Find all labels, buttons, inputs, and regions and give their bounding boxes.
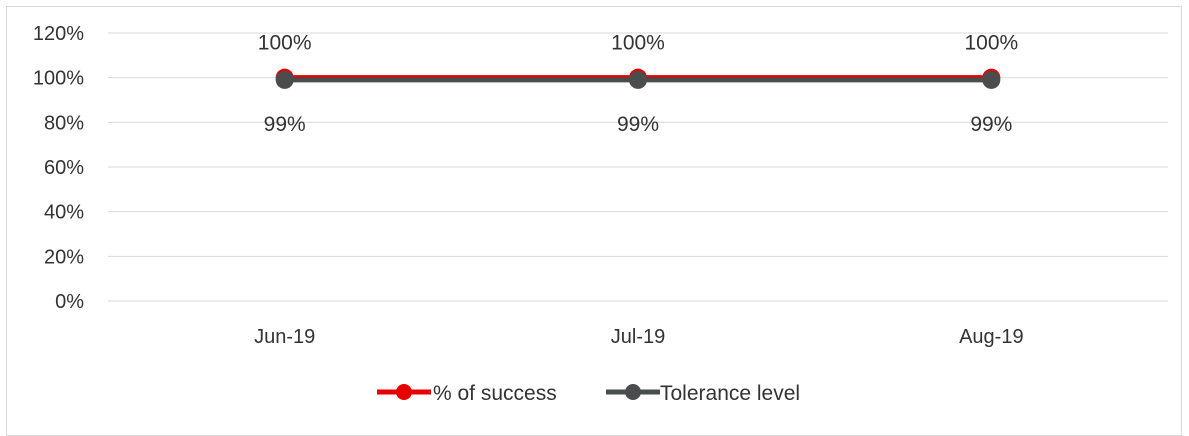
series-1-marker — [982, 70, 1001, 89]
y-axis-tick-labels: 0% 20% 40% 60% 80% 100% 120% — [33, 23, 84, 313]
legend[interactable]: % of success Tolerance level — [377, 382, 800, 405]
legend-label: % of success — [433, 382, 557, 405]
legend-marker — [396, 384, 412, 400]
y-tick-label: 120% — [33, 23, 84, 45]
line-chart: 0% 20% 40% 60% 80% 100% 120% Jun-19 Jul-19 Aug-1… — [33, 23, 1168, 405]
x-tick-label: Aug-19 — [959, 326, 1024, 348]
y-tick-label: 20% — [44, 246, 84, 268]
series-group — [275, 68, 1001, 89]
y-tick-label: 60% — [44, 157, 84, 179]
data-label: 99% — [617, 113, 659, 136]
y-tick-label: 40% — [44, 202, 84, 224]
data-label: 100% — [611, 32, 665, 55]
y-tick-label: 0% — [55, 291, 84, 313]
y-tick-label: 80% — [44, 112, 84, 134]
legend-item-1[interactable]: Tolerance level — [606, 382, 800, 405]
y-tick-label: 100% — [33, 68, 84, 90]
data-labels: 100% 100% 100% 99% 99% 99% — [258, 32, 1018, 136]
legend-item-0[interactable]: % of success — [377, 382, 557, 405]
data-label: 99% — [264, 113, 306, 136]
series-1-marker — [629, 70, 647, 89]
legend-marker — [625, 384, 641, 400]
data-label: 100% — [964, 32, 1018, 55]
x-tick-label: Jun-19 — [254, 326, 315, 348]
series-1-marker — [275, 70, 294, 89]
data-label: 99% — [970, 113, 1012, 136]
x-tick-label: Jul-19 — [611, 326, 665, 348]
x-axis-tick-labels: Jun-19 Jul-19 Aug-19 — [254, 326, 1023, 348]
legend-label: Tolerance level — [660, 382, 800, 405]
data-label: 100% — [258, 32, 312, 55]
